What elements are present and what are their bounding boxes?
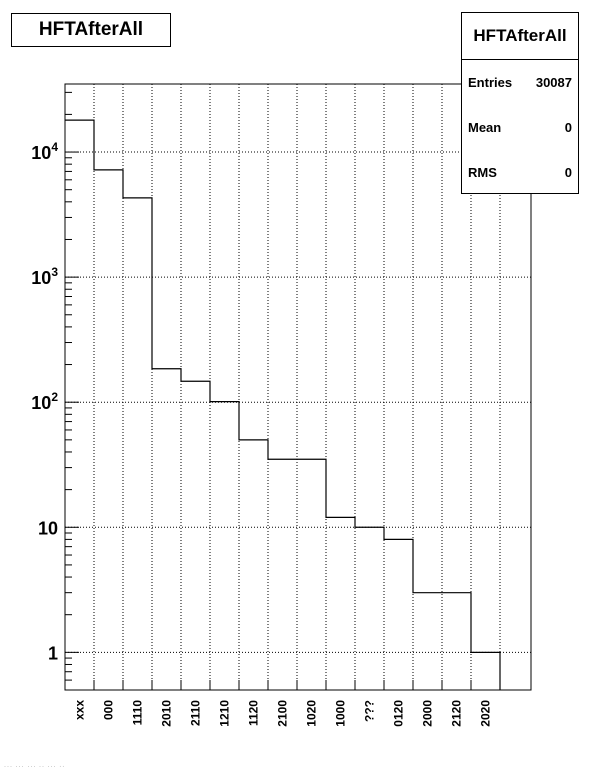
x-tick-label: 1210 bbox=[218, 700, 232, 727]
rms-label: RMS bbox=[468, 165, 497, 180]
entries-label: Entries bbox=[468, 75, 513, 90]
histogram-bin bbox=[442, 593, 471, 690]
histogram-bin bbox=[268, 459, 297, 690]
stats-row-rms: RMS 0 bbox=[462, 150, 578, 195]
x-tick-label: 2100 bbox=[276, 700, 290, 727]
histogram-bin bbox=[65, 120, 94, 690]
histogram-bin bbox=[326, 517, 355, 690]
x-tick-label: 2020 bbox=[479, 700, 493, 727]
mean-value: 0 bbox=[564, 120, 572, 135]
y-tick-label: 10 bbox=[38, 518, 58, 538]
histogram-bin bbox=[471, 652, 500, 690]
x-tick-label: xxx bbox=[73, 700, 87, 720]
histogram-bin bbox=[181, 381, 210, 690]
x-tick-label: 0120 bbox=[392, 700, 406, 727]
y-tick-label: 104 bbox=[31, 140, 58, 163]
y-tick-label: 103 bbox=[31, 265, 58, 288]
x-tick-label: 2010 bbox=[160, 700, 174, 727]
stats-row-entries: Entries 30087 bbox=[462, 60, 578, 105]
footer-text: ··· ··· ··· ·· ··· ·· bbox=[4, 764, 66, 770]
histogram-bin bbox=[152, 369, 181, 690]
histogram-bin bbox=[94, 170, 123, 690]
mean-label: Mean bbox=[468, 120, 502, 135]
x-tick-label: ??? bbox=[363, 700, 377, 722]
x-tick-label: 2000 bbox=[421, 700, 435, 727]
chart-title: HFTAfterAll bbox=[11, 13, 171, 47]
plot-frame bbox=[64, 83, 532, 691]
entries-value: 30087 bbox=[535, 75, 572, 90]
stats-row-mean: Mean 0 bbox=[462, 105, 578, 150]
x-tick-label: 1020 bbox=[305, 700, 319, 727]
stats-title: HFTAfterAll bbox=[462, 13, 578, 60]
x-tick-label: 1110 bbox=[131, 700, 145, 726]
y-tick-label: 1 bbox=[48, 643, 58, 663]
histogram-bin bbox=[123, 198, 152, 690]
y-tick-label: 102 bbox=[31, 390, 58, 413]
histogram-bin bbox=[210, 402, 239, 690]
histogram-bin bbox=[297, 459, 326, 690]
x-tick-label: 1000 bbox=[334, 700, 348, 727]
histogram-bin bbox=[355, 527, 384, 690]
rms-value: 0 bbox=[564, 165, 572, 180]
histogram-series bbox=[65, 119, 501, 690]
x-tick-label: 2110 bbox=[189, 700, 203, 726]
x-tick-label: 1120 bbox=[247, 700, 261, 726]
x-tick-label: 000 bbox=[102, 700, 116, 720]
histogram-bin bbox=[413, 593, 442, 690]
histogram-bin bbox=[384, 539, 413, 690]
stats-box: HFTAfterAll Entries 30087 Mean 0 RMS 0 bbox=[461, 12, 579, 194]
x-tick-label: 2120 bbox=[450, 700, 464, 727]
